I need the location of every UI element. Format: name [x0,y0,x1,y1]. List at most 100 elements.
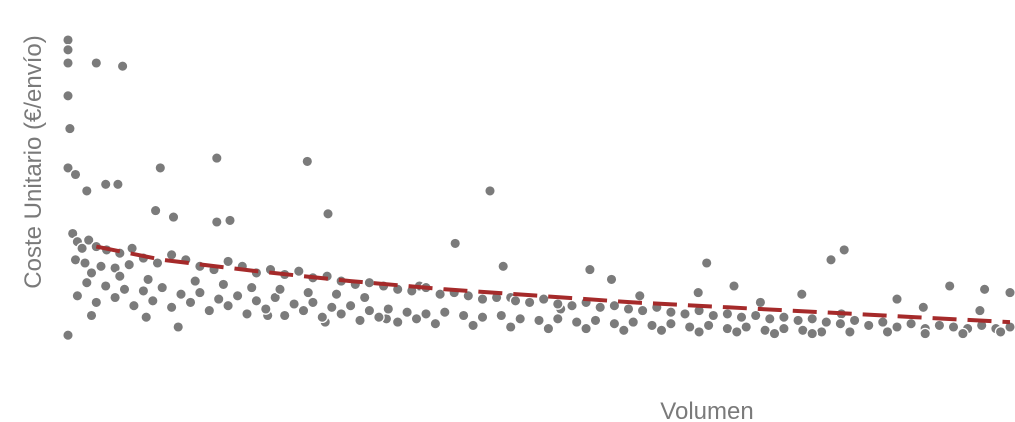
data-point [80,276,93,289]
data-point [692,286,705,299]
data-point [99,280,112,292]
data-point [151,257,164,269]
data-point [504,321,517,333]
data-point [551,312,564,325]
data-point [566,299,578,312]
data-point [795,288,808,301]
data-point [62,162,74,174]
data-point [589,314,602,327]
data-point [728,280,740,292]
data-point [140,311,153,324]
data-point [90,296,103,309]
data-point [943,280,956,292]
data-point [636,304,649,317]
trend-line [95,244,1011,325]
data-point [533,314,545,327]
data-point [128,299,140,312]
data-point [146,294,159,307]
data-point [222,255,234,268]
data-point [763,312,776,325]
data-point [142,273,154,286]
data-point [683,321,696,333]
data-point [514,312,527,325]
data-point [679,308,691,320]
data-point [825,253,837,266]
data-point [344,299,357,312]
data-point [118,283,131,296]
data-point [438,306,451,319]
data-point [740,321,753,333]
data-point [167,211,180,223]
data-point [307,296,319,309]
data-point [203,304,216,317]
data-point [580,322,592,335]
data-point [210,152,223,164]
data-point [410,312,423,325]
data-point [551,298,564,310]
y-axis-label: Coste Unitario (€/envío) [20,35,47,288]
data-point [594,301,607,314]
data-point [401,306,413,319]
data-point [116,60,129,73]
data-point [184,296,197,309]
data-point [693,326,705,338]
data-point [622,303,635,315]
data-point [933,319,946,332]
data-point [655,324,668,337]
data-point [302,286,315,299]
data-point [947,321,960,333]
data-point [700,257,713,269]
data-point [806,312,819,325]
data-point [358,291,371,304]
data-point [154,162,167,174]
data-point [806,327,819,340]
data-point [175,288,187,301]
data-point [62,43,74,56]
data-point [62,57,74,69]
data-point [434,288,446,301]
data-point [62,329,74,342]
data-point [778,311,790,324]
data-point [467,319,479,332]
data-point [165,248,178,261]
data-point [495,309,508,322]
data-point [497,260,510,273]
data-point [476,311,489,324]
data-point [149,204,162,217]
data-point [707,309,720,322]
data-point [484,185,496,197]
data-point [274,283,286,296]
data-point [792,314,804,327]
data-point [165,301,178,314]
data-point [224,214,236,227]
data-point [974,304,986,317]
data-point [838,244,851,256]
data-point [862,319,875,332]
data-point [627,316,640,328]
data-point [735,311,748,324]
data-point [85,309,98,322]
data-point [905,317,917,330]
data-point [325,301,338,314]
data-point [848,314,861,327]
data-point [476,293,489,305]
data-point [978,283,991,296]
data-point [363,276,376,289]
data-point [82,234,95,246]
data-point [112,178,124,191]
data-point [768,327,781,340]
data-point [834,317,847,330]
data-point [815,326,828,338]
data-point [62,89,74,102]
data-point [64,122,76,135]
data-point [194,286,206,299]
data-point [391,316,404,328]
data-point [584,263,596,276]
data-point [62,34,74,46]
data-point [250,294,263,307]
x-axis-label: Volumen [660,398,753,422]
data-point [172,321,185,333]
data-point [730,326,743,338]
data-point [382,303,395,315]
data-point [316,311,329,324]
